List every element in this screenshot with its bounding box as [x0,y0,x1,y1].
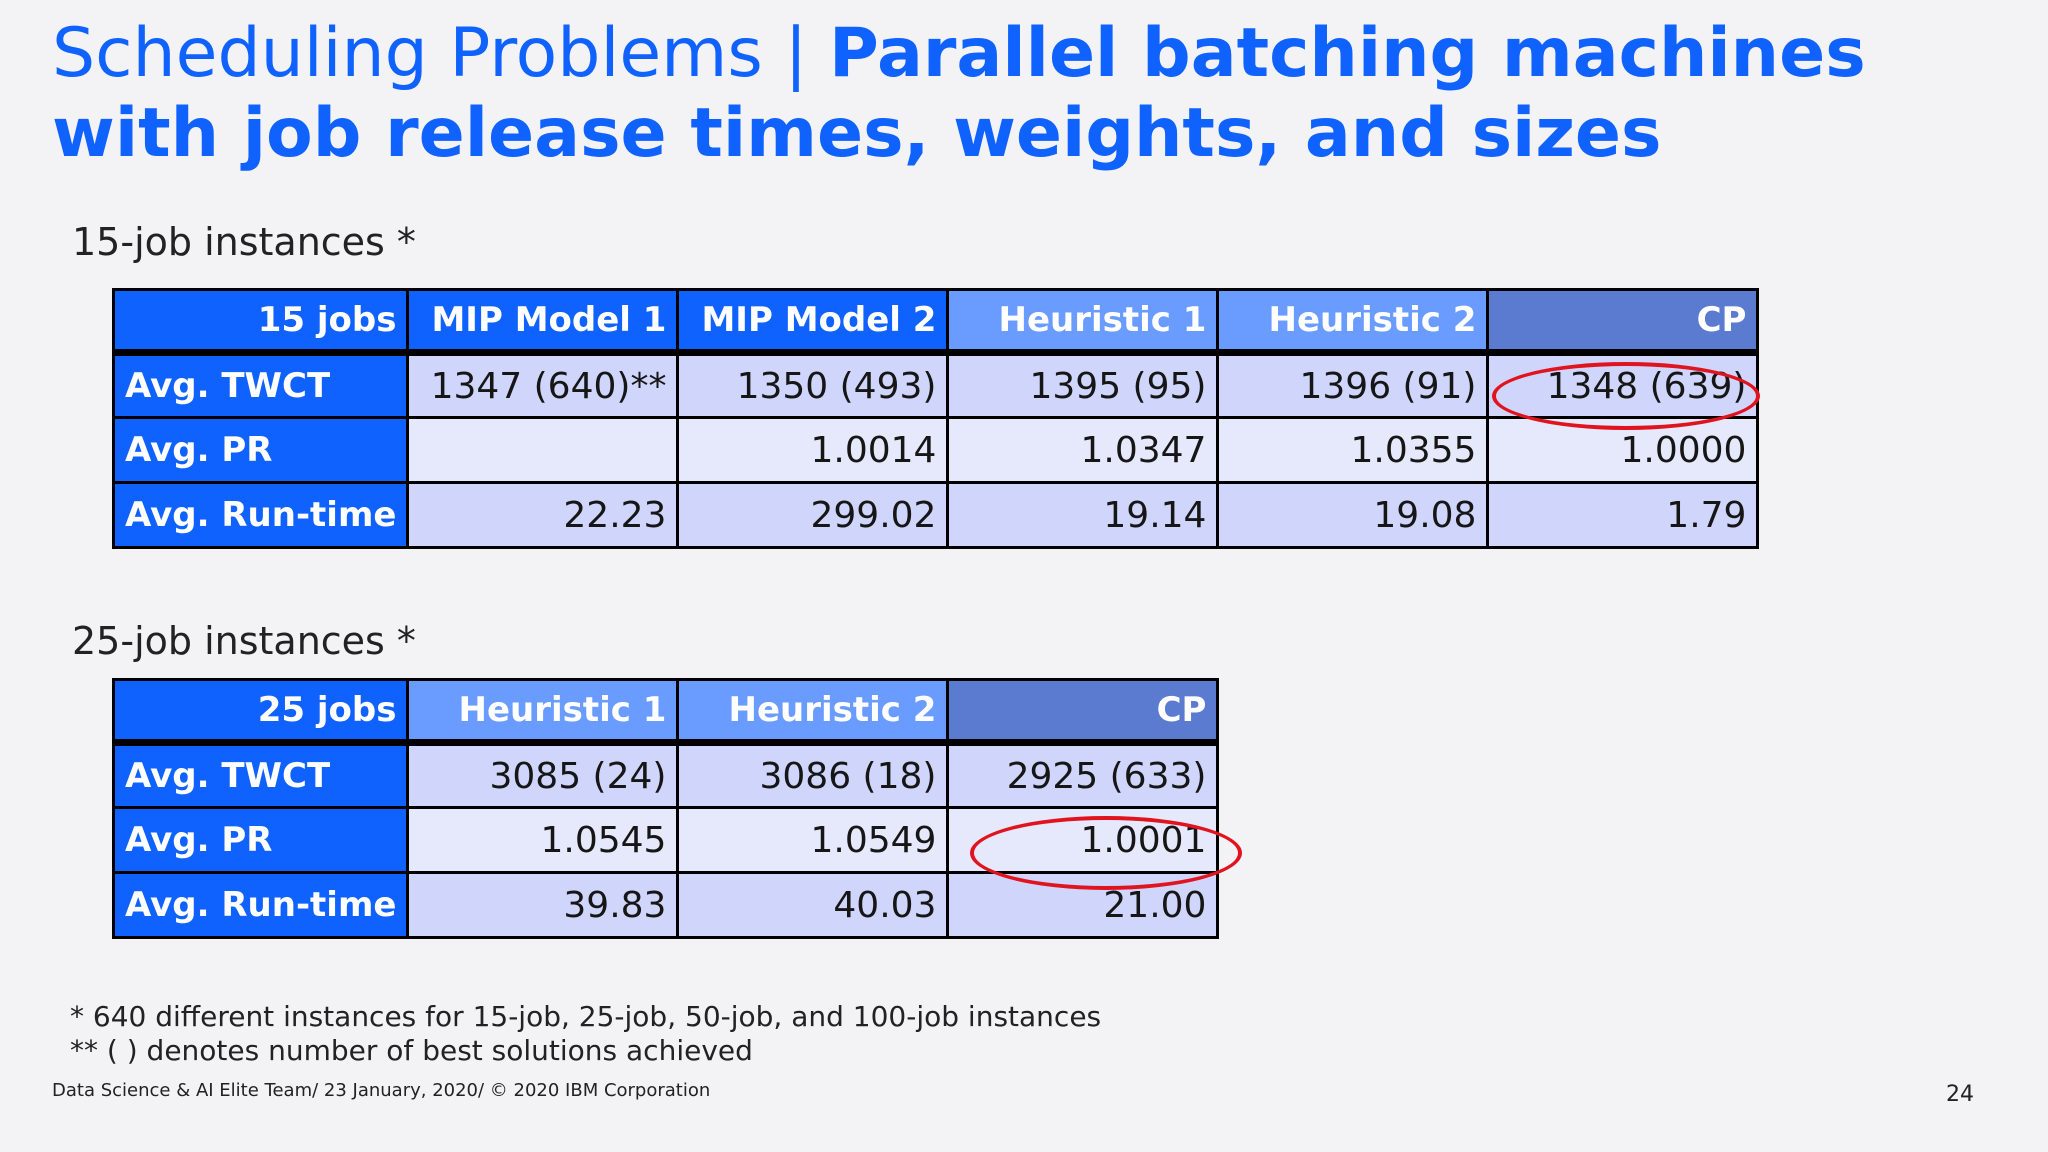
column-header: Heuristic 2 [676,678,950,746]
slide-footer: Data Science & AI Elite Team/ 23 January… [52,1080,711,1101]
column-header: CP [1486,288,1760,356]
highlight-circle-cp-twct [1492,362,1760,430]
column-header: Heuristic 2 [1216,288,1490,356]
table-cell: 1.79 [1486,481,1760,549]
table-header-row: 15 jobs MIP Model 1 MIP Model 2 Heuristi… [111,288,1760,356]
table-cell: 1347 (640)** [406,351,680,419]
column-header: Heuristic 1 [946,288,1220,356]
table-row: Avg. PR 1.0014 1.0347 1.0355 1.0000 [111,416,1760,484]
table-cell [406,416,680,484]
table-row: Avg. Run-time 39.83 40.03 21.00 [111,871,1220,939]
table-cell: 1.0545 [406,806,680,874]
table-cell: 1395 (95) [946,351,1220,419]
table-cell: 1350 (493) [676,351,950,419]
table-row: Avg. Run-time 22.23 299.02 19.14 19.08 1… [111,481,1760,549]
table-header-row: 25 jobs Heuristic 1 Heuristic 2 CP [111,678,1220,746]
column-header: MIP Model 2 [676,288,950,356]
footnote-best-solutions: ** ( ) denotes number of best solutions … [70,1034,753,1067]
table-cell: 1396 (91) [1216,351,1490,419]
title-prefix: Scheduling Problems | [52,14,829,93]
footnote-instances: * 640 different instances for 15-job, 25… [70,1000,1102,1033]
table-cell: 1.0549 [676,806,950,874]
table-cell: 1.0347 [946,416,1220,484]
column-header: MIP Model 1 [406,288,680,356]
slide-title: Scheduling Problems | Parallel batching … [52,14,2012,174]
table-cell: 3085 (24) [406,741,680,809]
table-cell: 19.08 [1216,481,1490,549]
table-cell: 39.83 [406,871,680,939]
results-table-25-jobs: 25 jobs Heuristic 1 Heuristic 2 CP Avg. … [111,678,1220,939]
table-cell: 2925 (633) [946,741,1220,809]
column-header: CP [946,678,1220,746]
table-row: Avg. TWCT 3085 (24) 3086 (18) 2925 (633) [111,741,1220,809]
table-corner-header: 15 jobs [111,288,410,356]
table-cell: 3086 (18) [676,741,950,809]
table25-label: 25-job instances * [72,619,416,663]
row-header: Avg. TWCT [111,741,410,809]
table15-label: 15-job instances * [72,220,416,264]
table-cell: 40.03 [676,871,950,939]
row-header: Avg. PR [111,806,410,874]
row-header: Avg. TWCT [111,351,410,419]
table-cell: 1.0014 [676,416,950,484]
highlight-circle-cp-pr [970,816,1242,890]
page-number: 24 [1946,1082,1974,1107]
row-header: Avg. PR [111,416,410,484]
column-header: Heuristic 1 [406,678,680,746]
table-cell: 22.23 [406,481,680,549]
row-header: Avg. Run-time [111,871,410,939]
title-main: Parallel batching machines with job rele… [52,14,1866,173]
row-header: Avg. Run-time [111,481,410,549]
results-table-15-jobs: 15 jobs MIP Model 1 MIP Model 2 Heuristi… [111,288,1760,549]
table-cell: 19.14 [946,481,1220,549]
table-cell: 299.02 [676,481,950,549]
table-cell: 1.0355 [1216,416,1490,484]
table-corner-header: 25 jobs [111,678,410,746]
